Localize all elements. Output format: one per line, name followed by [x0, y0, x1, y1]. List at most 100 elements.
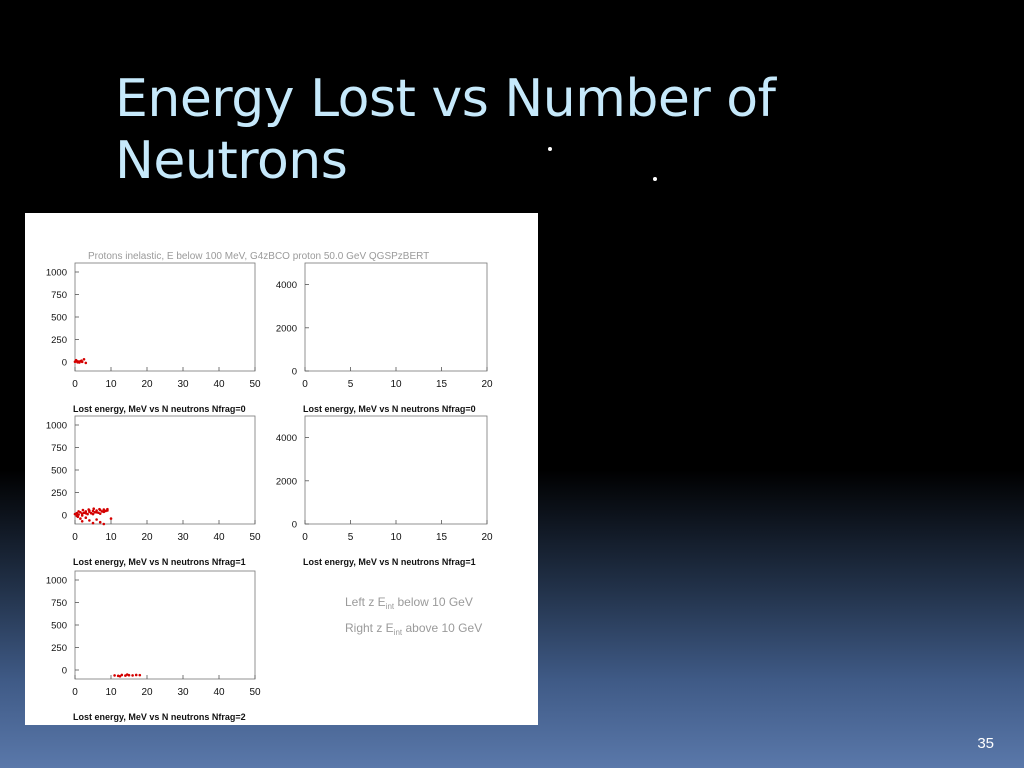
data-point — [125, 673, 129, 676]
data-point — [118, 675, 122, 678]
data-point — [98, 507, 101, 511]
x-tick-label: 0 — [302, 379, 308, 390]
x-tick-label: 10 — [105, 532, 117, 543]
y-tick-label: 500 — [51, 313, 67, 324]
x-tick-label: 20 — [481, 532, 493, 543]
data-point — [131, 674, 134, 677]
x-tick-label: 5 — [348, 379, 354, 390]
data-point — [84, 361, 88, 365]
data-point — [84, 510, 88, 513]
data-point — [80, 514, 84, 517]
plot-frame — [74, 570, 256, 680]
data-point — [120, 673, 124, 677]
data-point — [84, 516, 88, 519]
plot-2: 0 5 10 15 20 0 2000 4000 Lost energy, MeV vs N n… — [276, 262, 493, 414]
data-point — [77, 513, 80, 516]
plot-title: Lost energy, MeV vs N neutrons Nfrag=0 — [73, 404, 246, 414]
data-point — [75, 511, 79, 515]
y-tick-label: 0 — [62, 511, 67, 522]
data-point — [138, 673, 142, 677]
data-point — [91, 521, 95, 525]
figure-annotation-left: Left z Eint below 10 GeV — [345, 595, 473, 611]
data-point — [80, 520, 84, 523]
data-point — [102, 510, 106, 514]
plot-title: Lost energy, MeV vs N neutrons Nfrag=1 — [303, 557, 476, 567]
figure-header: Protons inelastic, E below 100 MeV, G4zB… — [88, 251, 429, 262]
y-tick-label: 250 — [51, 643, 67, 654]
x-tick-label: 30 — [177, 687, 189, 698]
x-tick-label: 10 — [390, 379, 402, 390]
x-tick-label: 50 — [249, 379, 261, 390]
x-tick-label: 15 — [436, 379, 448, 390]
x-tick-label: 10 — [390, 532, 402, 543]
data-point — [113, 674, 116, 677]
plot-title: Lost energy, MeV vs N neutrons Nfrag=2 — [73, 712, 246, 722]
plot-frame — [304, 415, 488, 525]
data-point — [84, 511, 88, 515]
x-tick-label: 50 — [249, 532, 261, 543]
slide-title-line-1: Energy Lost vs Number of — [115, 69, 776, 129]
x-tick-label: 10 — [105, 379, 117, 390]
data-point — [109, 517, 113, 520]
x-tick-label: 50 — [249, 687, 261, 698]
y-tick-label: 0 — [292, 367, 297, 378]
data-point — [91, 509, 95, 513]
y-tick-label: 500 — [51, 466, 67, 477]
data-point — [102, 508, 106, 511]
y-tick-label: 500 — [51, 621, 67, 632]
y-tick-label: 250 — [51, 488, 67, 499]
x-tick-label: 0 — [302, 532, 308, 543]
data-point — [76, 360, 79, 364]
data-point — [82, 358, 86, 361]
plot-title: Lost energy, MeV vs N neutrons Nfrag=1 — [73, 557, 246, 567]
page-number: 35 — [977, 735, 994, 752]
plot-4: 0 5 10 15 20 0 2000 4000 Lost energy, MeV vs N n… — [276, 415, 493, 567]
scatter-plots-figure: Protons inelastic, E below 100 MeV, G4zB… — [46, 251, 493, 722]
y-tick-label: 750 — [51, 598, 67, 609]
stray-dot-2 — [653, 177, 657, 181]
x-tick-label: 0 — [72, 379, 78, 390]
x-tick-label: 30 — [177, 532, 189, 543]
y-tick-label: 0 — [62, 666, 67, 677]
figure-annotation-right: Right z Eint above 10 GeV — [345, 621, 482, 637]
x-tick-label: 5 — [348, 532, 354, 543]
data-point — [98, 512, 102, 515]
x-tick-label: 0 — [72, 687, 78, 698]
y-tick-label: 1000 — [46, 576, 67, 587]
data-point — [80, 359, 83, 362]
y-tick-label: 1000 — [46, 421, 67, 432]
x-tick-label: 40 — [213, 379, 225, 390]
y-tick-label: 4000 — [276, 433, 297, 444]
x-tick-label: 40 — [213, 687, 225, 698]
y-tick-label: 2000 — [276, 476, 297, 487]
data-point — [92, 507, 96, 511]
y-tick-label: 750 — [51, 290, 67, 301]
x-tick-label: 15 — [436, 532, 448, 543]
x-tick-label: 40 — [213, 532, 225, 543]
data-point — [106, 509, 109, 512]
plot-frame — [74, 415, 256, 525]
data-point — [102, 522, 106, 526]
x-tick-label: 20 — [141, 379, 153, 390]
x-tick-label: 20 — [141, 687, 153, 698]
data-point — [98, 520, 102, 524]
x-tick-label: 10 — [105, 687, 117, 698]
x-tick-label: 30 — [177, 379, 189, 390]
data-point — [95, 518, 98, 521]
y-tick-label: 750 — [51, 443, 67, 454]
figure-panel: Protons inelastic, E below 100 MeV, G4zB… — [25, 213, 538, 725]
data-point — [88, 519, 91, 522]
data-point — [87, 508, 90, 511]
x-tick-label: 20 — [141, 532, 153, 543]
stray-dot-1 — [548, 147, 552, 151]
y-tick-label: 250 — [51, 335, 67, 346]
slide-title: Energy Lost vs Number of Neutrons — [115, 68, 776, 192]
y-tick-label: 4000 — [276, 280, 297, 291]
plot-title: Lost energy, MeV vs N neutrons Nfrag=0 — [303, 404, 476, 414]
data-point — [81, 508, 85, 512]
data-point — [134, 673, 138, 677]
y-tick-label: 0 — [62, 358, 67, 369]
